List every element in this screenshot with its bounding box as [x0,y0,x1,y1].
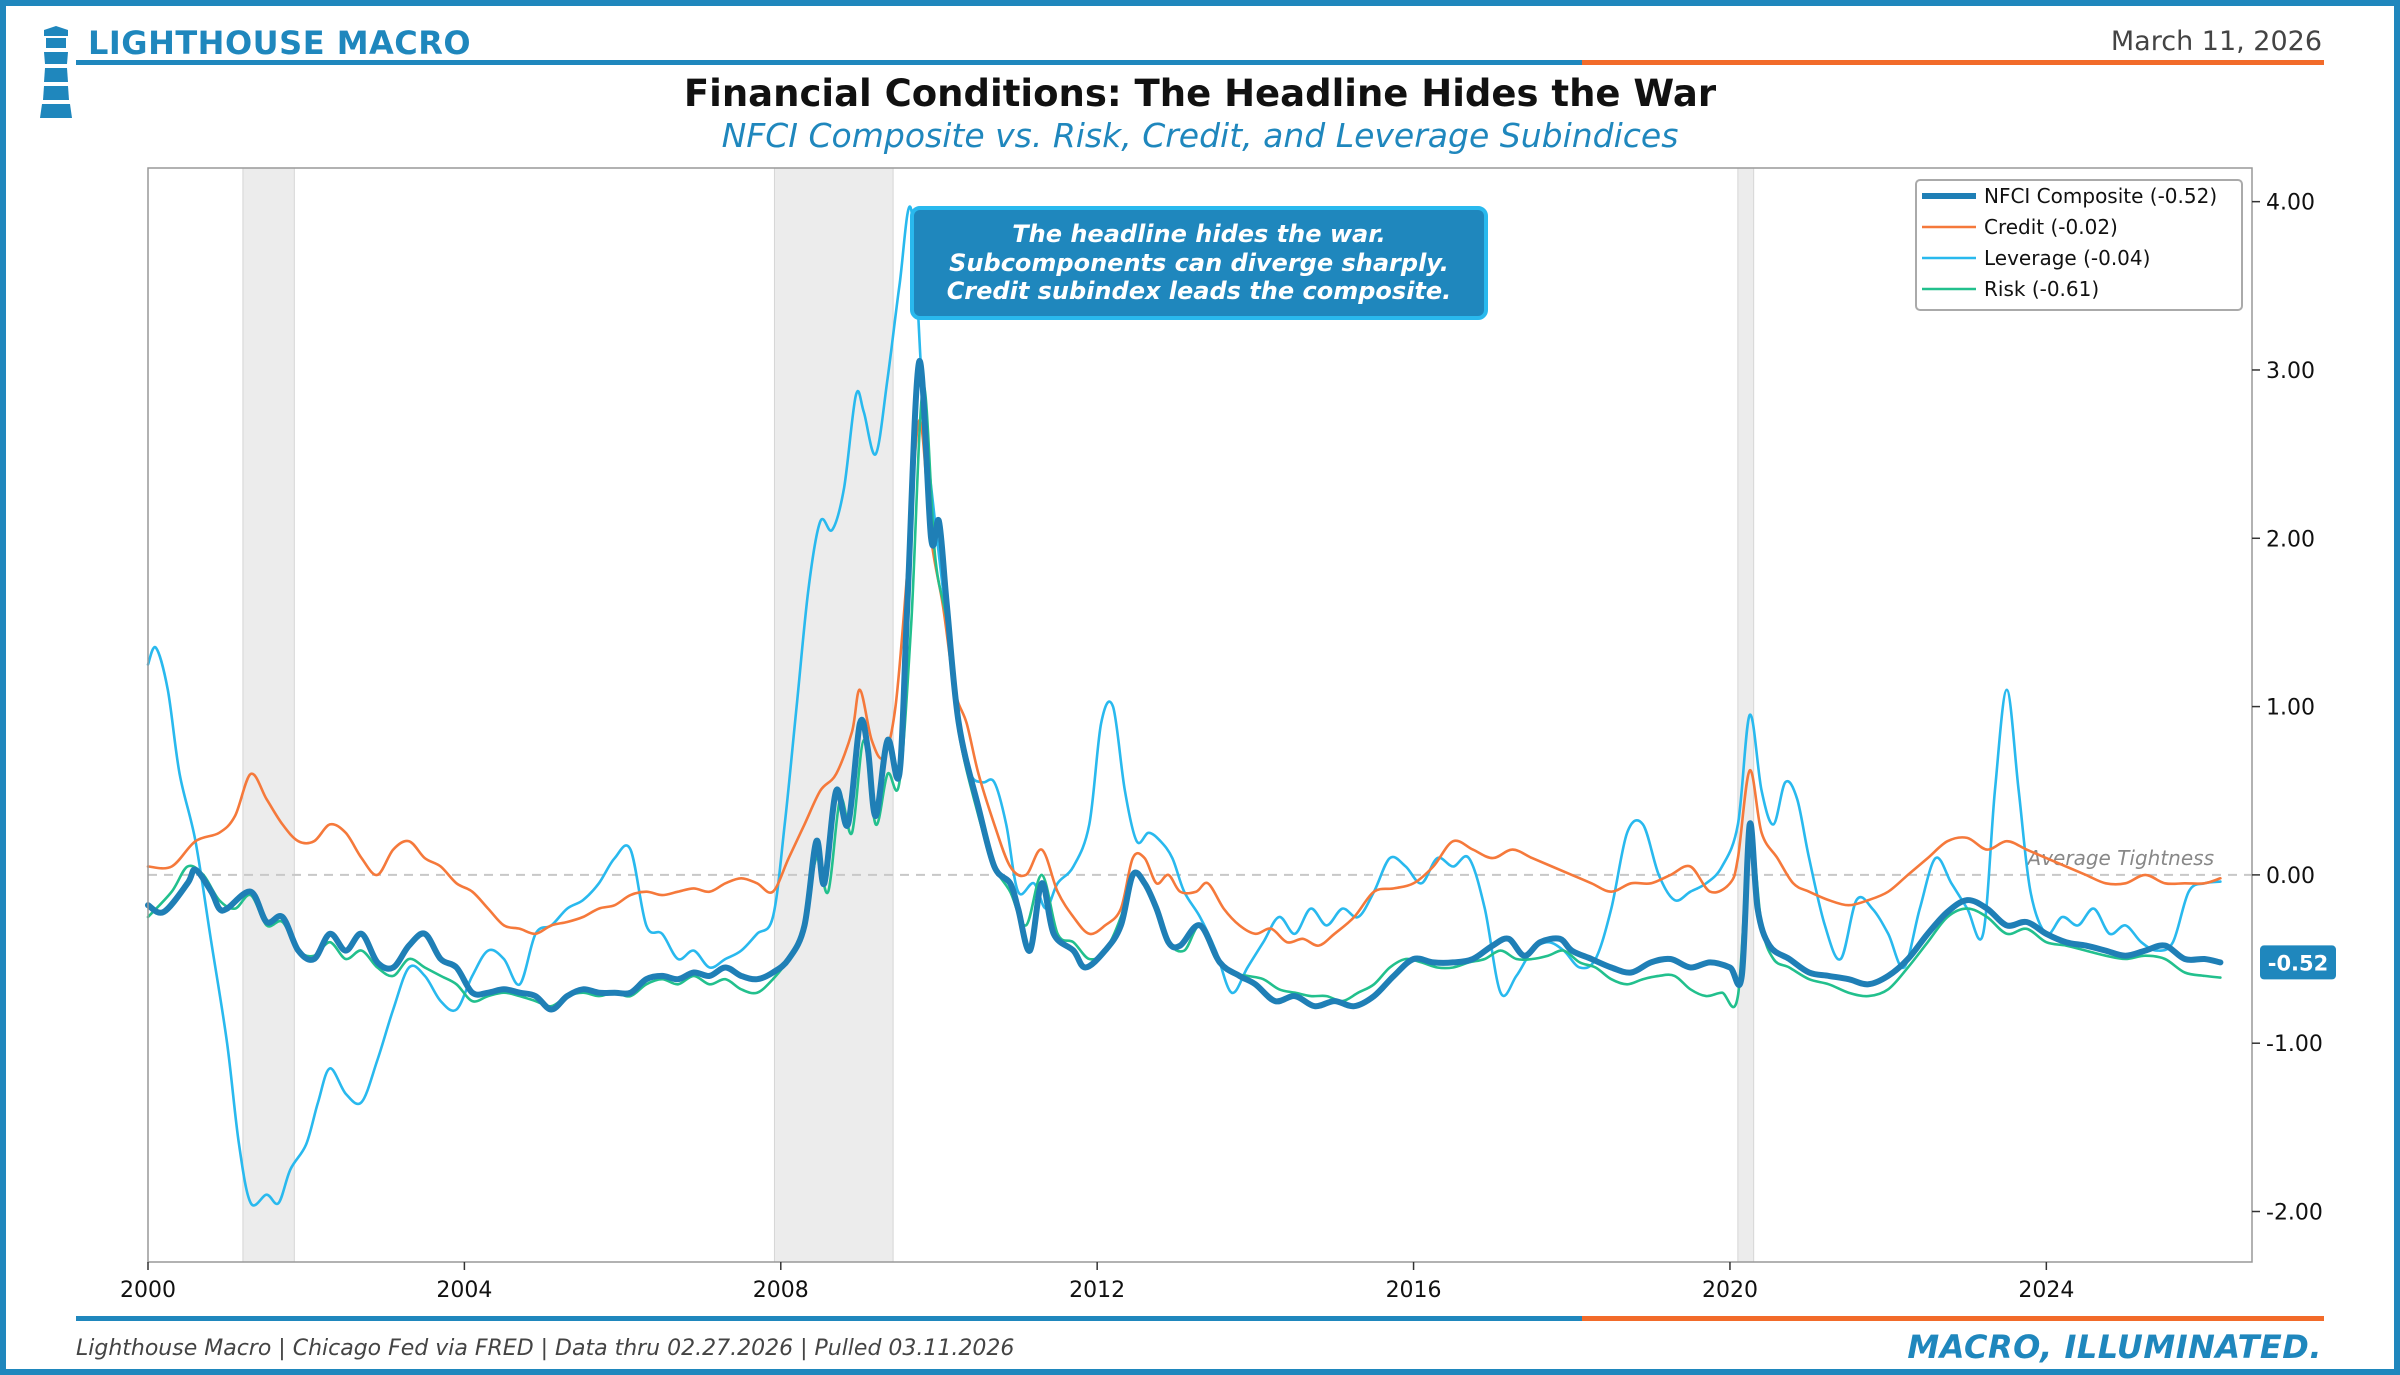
annotation-line-3: Credit subindex leads the composite. [947,277,1452,305]
y-tick-label: 2.00 [2266,527,2315,552]
x-tick-label: 2000 [120,1278,176,1303]
annotation-line-2: Subcomponents can diverge sharply. [949,249,1449,277]
chart-title: Financial Conditions: The Headline Hides… [683,72,1717,115]
series-lines [145,205,2224,1207]
y-tick-label: 1.00 [2266,696,2315,721]
x-tick-label: 2020 [1702,1278,1758,1303]
x-tick-label: 2008 [753,1278,809,1303]
y-tick-label: 4.00 [2266,191,2315,216]
footer-divider-orange [1582,1316,2324,1321]
recession-band-1 [773,167,894,1263]
series-line-risk [146,385,2222,1009]
plot-border [147,167,2253,1263]
y-tick-label: 3.00 [2266,359,2315,384]
y-tick-label: -1.00 [2266,1032,2323,1057]
x-axis: 2000 2004 2008 2012 2016 2020 2024 [120,1262,2074,1303]
annotation-line-1: The headline hides the war. [1012,220,1386,248]
last-value-badge: -0.52 [2260,945,2336,980]
source-note: Lighthouse Macro | Chicago Fed via FRED … [76,1336,1015,1361]
x-tick-label: 2004 [436,1278,492,1303]
y-tick-label: 0.00 [2266,864,2315,889]
footer-divider-blue [76,1316,1582,1321]
legend-label-leverage: Leverage (-0.04) [1984,246,2150,270]
header-divider-orange [1582,60,2324,65]
series-line-credit [146,419,2222,947]
y-axis: 4.00 3.00 2.00 1.00 0.00 -1.00 -2.00 [2252,191,2323,1226]
header-divider-blue [76,60,1582,65]
legend-label-credit: Credit (-0.02) [1984,215,2118,239]
x-tick-label: 2016 [1386,1278,1442,1303]
last-value-badge-text: -0.52 [2268,951,2329,975]
tagline: MACRO, ILLUMINATED. [1907,1328,2322,1366]
legend-label-composite: NFCI Composite (-0.52) [1984,184,2217,208]
recession-band-0 [242,167,295,1263]
y-tick-label: -2.00 [2266,1201,2323,1226]
series-line-composite [145,358,2224,1013]
x-tick-label: 2024 [2018,1278,2074,1303]
recession-bands [242,167,1755,1263]
lighthouse-logo-icon [40,26,72,118]
annotation-box: The headline hides the war. Subcomponent… [910,206,1488,320]
average-tightness-label: Average Tightness [2026,846,2214,870]
chart-subtitle: NFCI Composite vs. Risk, Credit, and Lev… [721,116,1679,155]
x-tick-label: 2012 [1069,1278,1125,1303]
report-date: March 11, 2026 [2110,26,2322,57]
brand-name: LIGHTHOUSE MACRO [88,24,472,62]
legend: NFCI Composite (-0.52) Credit (-0.02) Leve… [1915,179,2243,311]
series-line-leverage [146,205,2222,1207]
legend-label-risk: Risk (-0.61) [1984,277,2099,301]
